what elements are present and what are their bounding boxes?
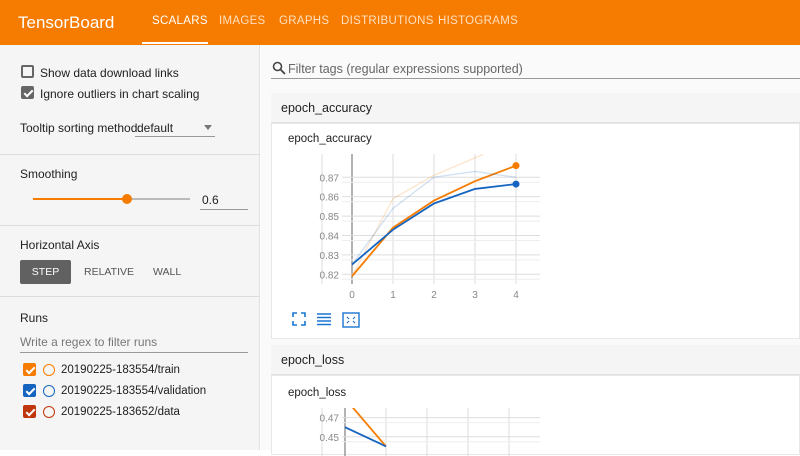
group-header-epoch-loss[interactable]: epoch_loss <box>271 345 800 375</box>
y-tick-label: 0.87 <box>320 173 340 184</box>
y-tick-label: 0.85 <box>320 212 340 223</box>
runs-filter-input[interactable]: Write a regex to filter runs <box>20 335 248 353</box>
series-end-point <box>512 180 520 188</box>
x-tick-label: 4 <box>513 290 519 301</box>
tooltip-sorting-select[interactable]: default <box>135 115 215 137</box>
fullscreen-icon[interactable] <box>292 312 306 326</box>
filter-tags-placeholder: Filter tags (regular expressions support… <box>288 62 523 76</box>
y-tick-label: 0.82 <box>320 270 340 281</box>
series-line <box>351 164 517 277</box>
tab-images[interactable]: IMAGES <box>219 15 266 27</box>
filter-tags-input[interactable]: Filter tags (regular expressions support… <box>271 59 800 79</box>
series-end-point <box>512 162 520 170</box>
y-tick-label: 0.86 <box>320 193 340 204</box>
smoothing-slider[interactable] <box>33 194 190 204</box>
series-line <box>352 408 387 447</box>
run-color-swatch[interactable] <box>43 364 55 376</box>
y-tick-label: 0.84 <box>320 231 340 242</box>
slider-fill <box>33 198 128 200</box>
series-line <box>344 426 387 448</box>
tooltip-sorting-label: Tooltip sorting method: <box>20 121 141 135</box>
chart-title: epoch_accuracy <box>288 133 372 145</box>
run-checkbox[interactable] <box>23 405 36 418</box>
raw-series-line <box>351 154 485 277</box>
main-panel: Filter tags (regular expressions support… <box>261 45 800 456</box>
search-icon <box>272 61 286 75</box>
raw-series-line <box>351 170 517 265</box>
ignore-outliers-label: Ignore outliers in chart scaling <box>40 87 200 101</box>
x-tick-label: 2 <box>431 290 437 301</box>
run-color-swatch[interactable] <box>43 385 55 397</box>
chart-card-epoch-accuracy: epoch_accuracy 0.82 0.83 0.84 0.85 0.86 0.87 0 1… <box>271 123 800 339</box>
runs-label: Runs <box>20 311 49 325</box>
plot-area <box>344 408 387 448</box>
tab-distributions[interactable]: DISTRIBUTIONS <box>341 15 434 27</box>
run-color-swatch[interactable] <box>43 406 55 418</box>
axis-relative-button[interactable]: RELATIVE <box>84 266 134 278</box>
tab-histograms[interactable]: HISTOGRAMS <box>438 15 519 27</box>
fit-domain-icon[interactable] <box>342 312 360 328</box>
tooltip-sorting-value: default <box>137 121 174 135</box>
run-name: 20190225-183554/validation <box>61 385 207 397</box>
chart-title: epoch_loss <box>288 387 346 399</box>
run-name: 20190225-183554/train <box>61 364 180 376</box>
active-tab-indicator <box>142 42 208 44</box>
sidebar: Show data download links Ignore outliers… <box>0 45 260 450</box>
axis-step-button[interactable]: STEP <box>20 260 71 284</box>
smoothing-label: Smoothing <box>20 167 78 181</box>
y-tick-label: 0.45 <box>320 433 340 444</box>
axis-wall-button[interactable]: WALL <box>153 266 182 278</box>
dropdown-arrow-icon <box>204 125 212 134</box>
brand-title: TensorBoard <box>18 13 115 32</box>
top-bar: TensorBoard SCALARS IMAGES GRAPHS DISTRI… <box>0 0 800 45</box>
show-download-links-label: Show data download links <box>40 66 179 80</box>
plot-area <box>351 154 517 277</box>
run-checkbox[interactable] <box>23 384 36 397</box>
ignore-outliers-checkbox[interactable] <box>21 86 34 99</box>
run-name: 20190225-183652/data <box>61 406 180 418</box>
x-tick-label: 1 <box>390 290 396 301</box>
group-header-epoch-accuracy[interactable]: epoch_accuracy <box>271 93 800 123</box>
y-tick-label: 0.47 <box>320 414 340 425</box>
tab-scalars[interactable]: SCALARS <box>152 15 208 27</box>
horizontal-axis-label: Horizontal Axis <box>20 238 100 252</box>
y-tick-label: 0.83 <box>320 251 340 262</box>
x-tick-label: 3 <box>472 290 478 301</box>
tab-graphs[interactable]: GRAPHS <box>279 15 330 27</box>
run-checkbox[interactable] <box>23 363 36 376</box>
x-tick-label: 0 <box>349 290 355 301</box>
slider-thumb[interactable] <box>122 194 132 204</box>
chart-card-epoch-loss: epoch_loss 0.47 0.45 <box>271 375 800 456</box>
smoothing-input[interactable]: 0.6 <box>200 189 248 210</box>
series-line <box>351 183 517 266</box>
toggle-log-scale-icon[interactable] <box>316 312 332 326</box>
show-download-links-checkbox[interactable] <box>21 65 34 78</box>
